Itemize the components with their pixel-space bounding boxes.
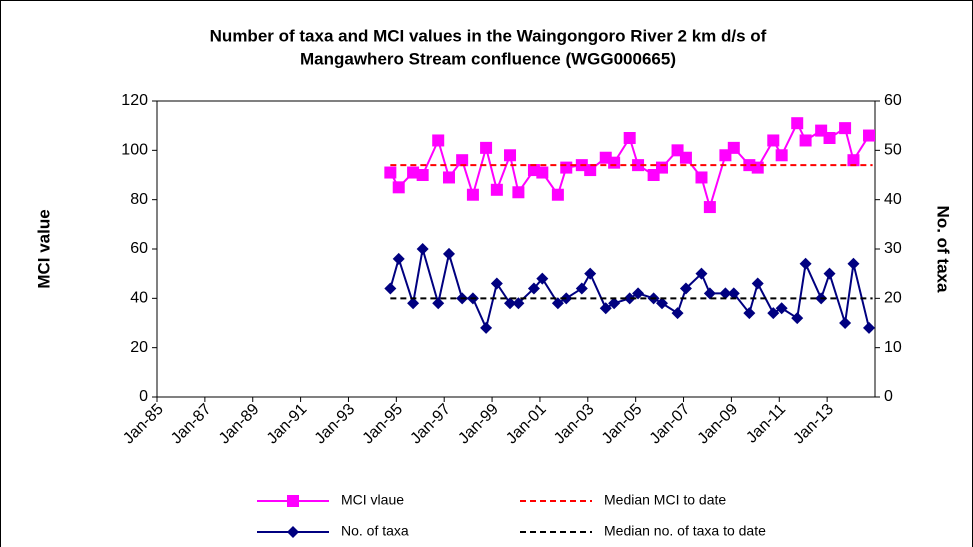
legend-label: Median no. of taxa to date — [604, 523, 766, 539]
data-point — [767, 134, 780, 147]
data-point — [512, 297, 525, 310]
data-point — [703, 201, 716, 214]
data-point — [775, 149, 788, 162]
data-point — [536, 166, 549, 179]
data-point — [584, 267, 597, 280]
data-point — [442, 247, 455, 260]
y-tick-label: 40 — [130, 290, 148, 307]
data-point — [767, 307, 780, 320]
data-point — [536, 272, 549, 285]
data-point — [608, 156, 621, 169]
y-tick-label: 80 — [130, 191, 148, 208]
data-point — [442, 171, 455, 184]
data-point — [727, 287, 740, 300]
data-point — [679, 151, 692, 164]
data-point — [632, 159, 645, 172]
data-point — [466, 188, 479, 201]
data-point — [727, 141, 740, 154]
data-point — [863, 321, 876, 334]
data-point — [608, 297, 621, 310]
legend-marker — [287, 495, 299, 507]
y-axis-title: MCI value — [34, 209, 53, 288]
data-point — [623, 292, 636, 305]
y-tick-label: 120 — [121, 92, 148, 109]
data-point — [751, 277, 764, 290]
data-point — [392, 181, 405, 194]
data-point — [416, 243, 429, 255]
y-tick-label: 60 — [130, 240, 148, 257]
data-point — [847, 257, 860, 270]
data-point — [719, 287, 732, 300]
data-point — [584, 164, 597, 177]
chart-title: Mangawhero Stream confluence (WGG000665) — [300, 49, 676, 68]
data-point — [599, 302, 612, 315]
data-point — [416, 169, 429, 181]
y-tick-label: 0 — [139, 388, 148, 405]
data-point — [575, 282, 588, 295]
data-point — [679, 282, 692, 295]
data-point — [791, 117, 804, 130]
legend-marker — [287, 526, 299, 538]
legend-label: MCI vlaue — [341, 492, 404, 508]
data-point — [480, 141, 493, 154]
y2-tick-label: 50 — [884, 142, 902, 159]
data-point — [504, 149, 517, 162]
data-point — [703, 287, 716, 300]
data-point — [560, 161, 573, 174]
data-point — [432, 134, 445, 147]
data-point — [863, 129, 876, 142]
data-point — [847, 154, 860, 167]
data-point — [527, 282, 540, 295]
data-point — [384, 166, 397, 179]
data-point — [655, 297, 668, 310]
data-point — [823, 267, 836, 280]
data-point — [623, 132, 636, 144]
data-point — [775, 302, 788, 315]
data-point — [432, 297, 445, 310]
y2-tick-label: 10 — [884, 339, 902, 356]
data-point — [490, 183, 503, 196]
data-point — [799, 134, 812, 147]
y-tick-label: 100 — [121, 142, 148, 159]
data-point — [384, 282, 397, 295]
data-point — [655, 161, 668, 174]
y2-axis-title: No. of taxa — [934, 206, 953, 293]
data-point — [839, 317, 852, 329]
data-point — [504, 297, 517, 310]
data-point — [407, 297, 420, 310]
y2-tick-label: 0 — [884, 388, 893, 405]
data-point — [551, 297, 564, 310]
data-point — [512, 186, 525, 199]
data-point — [695, 267, 708, 280]
y-tick-label: 20 — [130, 339, 148, 356]
data-point — [839, 122, 852, 135]
data-point — [695, 171, 708, 184]
y2-tick-label: 40 — [884, 191, 902, 208]
legend-label: Median MCI to date — [604, 492, 726, 508]
data-point — [551, 188, 564, 201]
data-point — [490, 277, 503, 290]
data-point — [392, 252, 405, 265]
y2-tick-label: 20 — [884, 290, 902, 307]
data-point — [743, 307, 756, 320]
data-point — [407, 166, 420, 179]
data-point — [480, 321, 493, 334]
data-point — [671, 307, 684, 320]
data-point — [751, 161, 764, 174]
data-point — [632, 287, 645, 300]
y2-tick-label: 30 — [884, 240, 902, 257]
data-point — [799, 257, 812, 270]
legend-label: No. of taxa — [341, 523, 409, 539]
y2-tick-label: 60 — [884, 92, 902, 109]
data-point — [823, 132, 836, 144]
chart-title: Number of taxa and MCI values in the Wai… — [210, 26, 767, 45]
data-point — [791, 312, 804, 325]
data-point — [456, 154, 469, 167]
